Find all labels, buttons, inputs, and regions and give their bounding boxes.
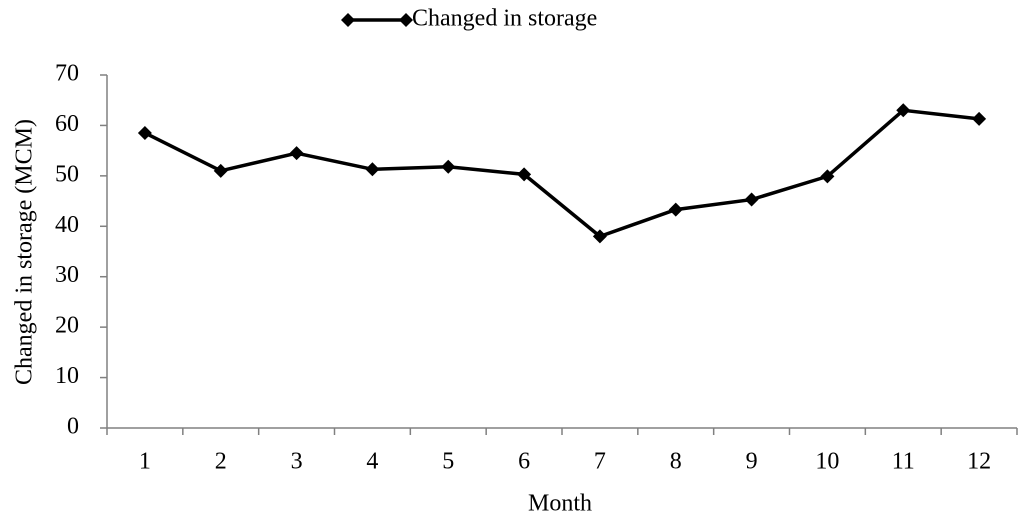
- x-tick-label: 8: [670, 449, 682, 475]
- x-axis-title: Month: [528, 491, 592, 517]
- x-tick-label: 7: [594, 449, 606, 475]
- legend-marker: [341, 13, 355, 27]
- x-tick-label: 3: [291, 449, 303, 475]
- y-tick-label: 50: [55, 161, 79, 187]
- point-marker: [517, 167, 532, 182]
- point-marker: [137, 125, 152, 140]
- point-marker: [820, 169, 835, 184]
- point-marker: [592, 229, 607, 244]
- y-tick-label: 0: [67, 414, 79, 440]
- series-line: [144, 108, 980, 239]
- x-tick-label: 5: [442, 449, 454, 475]
- legend-marker: [399, 13, 413, 27]
- point-marker: [441, 159, 456, 174]
- x-tick-label: 10: [815, 449, 839, 475]
- point-marker: [668, 202, 683, 217]
- y-tick-label: 20: [55, 313, 79, 339]
- point-marker: [213, 163, 228, 178]
- y-tick-label: 70: [55, 61, 79, 87]
- point-marker: [365, 162, 380, 177]
- x-tick-label: 4: [366, 449, 378, 475]
- x-tick-label: 1: [139, 449, 151, 475]
- x-tick-label: 12: [967, 449, 991, 475]
- x-tick-label: 9: [746, 449, 758, 475]
- y-tick-label: 30: [55, 262, 79, 288]
- y-tick-label: 40: [55, 212, 79, 238]
- x-tick-label: 2: [215, 449, 227, 475]
- x-tick-label: 11: [892, 449, 915, 475]
- x-tick-label: 6: [518, 449, 530, 475]
- point-marker: [972, 111, 987, 126]
- y-axis-title: Changed in storage (MCM): [12, 119, 38, 385]
- point-marker: [896, 103, 911, 118]
- y-tick-label: 10: [55, 363, 79, 389]
- legend-label: Changed in storage: [412, 6, 597, 32]
- point-marker: [744, 192, 759, 207]
- point-marker: [289, 146, 304, 161]
- y-tick-label: 60: [55, 111, 79, 137]
